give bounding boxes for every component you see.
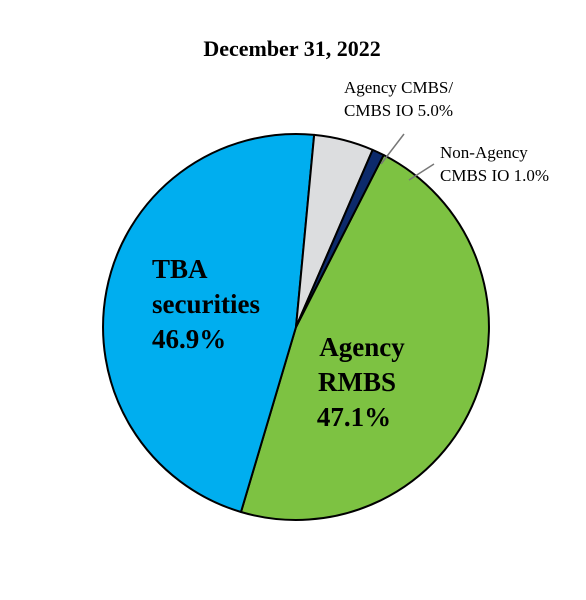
chart-title: December 31, 2022 [203,36,380,61]
label-non-agency-line1: Non-Agency [440,143,528,162]
pie-slice-agency-rmbs [239,154,490,521]
label-agency-cmbs-line1: Agency CMBS/ [344,78,453,97]
label-agency-rmbs: Agency RMBS 47.1% [317,332,405,432]
label-tba-line1: TBA [152,254,208,284]
pie-slice-tba-securities [102,133,316,513]
leader-line-non-agency [408,163,435,181]
pie-slice-non-agency-cmbs-io [295,148,385,328]
pie-slices [102,133,490,521]
label-non-agency: Non-Agency CMBS IO 1.0% [440,143,549,185]
label-agency-rmbs-line3: 47.1% [317,402,391,432]
label-agency-cmbs-line2: CMBS IO 5.0% [344,101,453,120]
label-agency-rmbs-line1: Agency [319,332,405,362]
label-non-agency-line2: CMBS IO 1.0% [440,166,549,185]
label-agency-rmbs-line2: RMBS [318,367,396,397]
label-tba: TBA securities 46.9% [152,254,260,354]
label-agency-cmbs: Agency CMBS/ CMBS IO 5.0% [344,78,453,120]
label-tba-line2: securities [152,289,260,319]
leader-line-agency-cmbs [380,133,405,165]
label-tba-line3: 46.9% [152,324,226,354]
